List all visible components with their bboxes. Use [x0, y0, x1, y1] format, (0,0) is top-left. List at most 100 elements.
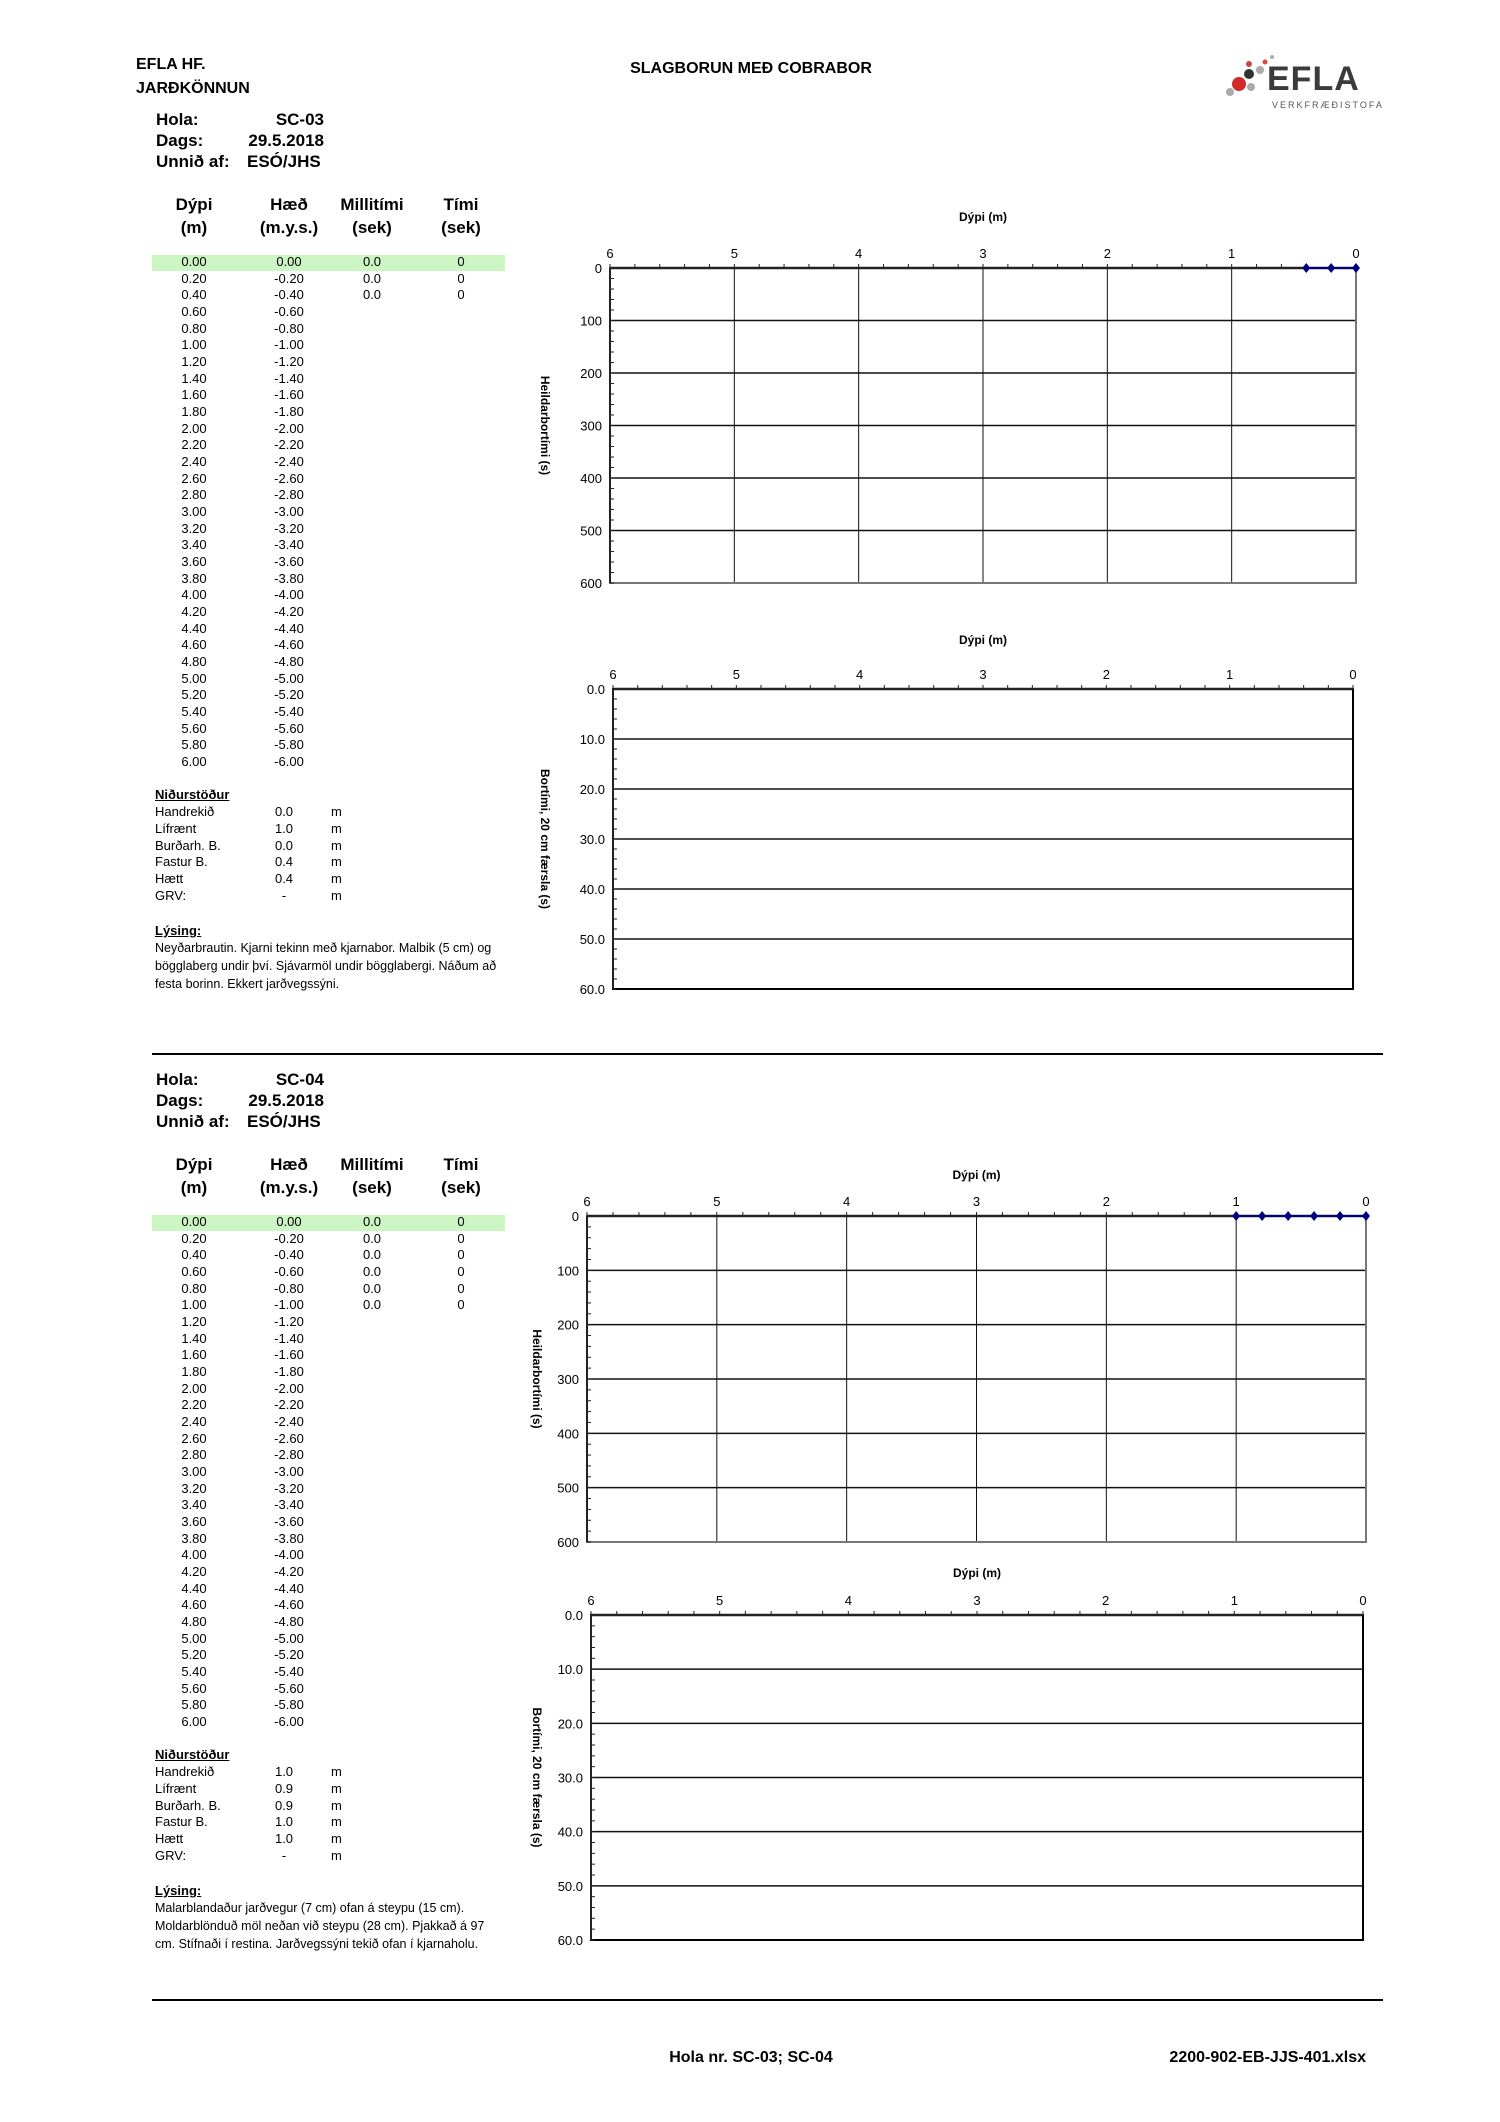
- table-header-1: Hæð: [270, 195, 308, 214]
- table-cell: 4.00: [181, 587, 207, 603]
- worked-by-label: Unnið af:: [156, 152, 230, 171]
- x-axis-title: Dýpi (m): [953, 1566, 1001, 1580]
- table-header-3: Tími: [443, 195, 479, 214]
- table-cell: -2.00: [274, 420, 304, 436]
- result-value: 1.0: [274, 1814, 294, 1830]
- table-cell: 2.00: [181, 1380, 207, 1396]
- table-cell: -2.80: [274, 487, 304, 503]
- table-header-unit-1: (m.y.s.): [259, 218, 319, 237]
- table-cell: 2.80: [181, 1447, 207, 1463]
- table-cell: -3.20: [274, 1480, 304, 1496]
- table-cell: -5.20: [274, 687, 304, 703]
- table-header-unit-0: (m): [180, 218, 208, 237]
- result-value: 1.0: [274, 1831, 294, 1847]
- footer-divider: [152, 1999, 1383, 2001]
- result-unit: m: [331, 1764, 342, 1779]
- table-cell: 2.00: [181, 420, 207, 436]
- table-header-unit-2: (sek): [352, 218, 392, 237]
- result-label: Lífrænt: [155, 1780, 197, 1796]
- table-header-1: Hæð: [270, 1155, 308, 1174]
- x-tick-label: 1: [1233, 1194, 1240, 1209]
- logo-dots-icon: [1226, 55, 1274, 96]
- description-text: Malarblandaður jarðvegur (7 cm) ofan á s…: [155, 1901, 485, 1951]
- data-point-diamond: [1362, 1211, 1370, 1221]
- table-cell: -4.60: [274, 637, 304, 653]
- x-tick-label: 5: [733, 667, 740, 682]
- table-cell: 5.60: [181, 720, 207, 736]
- table-cell: -5.40: [274, 704, 304, 720]
- table-cell: 0.0: [362, 254, 382, 269]
- x-tick-label: 1: [1231, 1593, 1238, 1608]
- x-tick-label: 5: [716, 1593, 723, 1608]
- table-cell: -0.40: [274, 287, 304, 303]
- x-tick-label: 3: [973, 1194, 980, 1209]
- table-cell: -2.60: [274, 470, 304, 486]
- table-cell: -3.60: [274, 1514, 304, 1530]
- x-tick-label: 5: [731, 246, 738, 261]
- table-cell: 4.20: [181, 1564, 207, 1580]
- table-cell: 3.40: [181, 1497, 207, 1513]
- table-cell: 1.60: [181, 1347, 207, 1363]
- result-value: 1.0: [274, 1764, 294, 1779]
- table-cell: -1.80: [274, 1364, 304, 1380]
- table-header-3: Tími: [443, 1155, 479, 1174]
- table-cell: 1.20: [181, 354, 207, 370]
- table-cell: 4.80: [181, 1614, 207, 1630]
- table-cell: 0.00: [276, 1214, 302, 1229]
- chart-4: 6 5 4 3 2 1 0 0.0 10.0 20.0 30.0 40.0 50.0 60.0 Dýpi (…: [530, 1566, 1367, 1948]
- result-unit: m: [331, 1848, 342, 1863]
- table-cell: 2.40: [181, 454, 207, 470]
- table-cell: -1.00: [274, 1297, 304, 1313]
- table-cell: -3.40: [274, 1497, 304, 1513]
- table-cell: -1.80: [274, 404, 304, 420]
- x-tick-label: 6: [583, 1194, 590, 1209]
- table-cell: 3.60: [181, 1514, 207, 1530]
- table-cell: 0.0: [362, 1297, 382, 1313]
- x-tick-label: 3: [979, 246, 986, 261]
- data-point-diamond: [1302, 263, 1311, 273]
- table-cell: -4.20: [274, 1564, 304, 1580]
- y-tick-label: 400: [580, 471, 602, 486]
- table-cell: 0: [457, 270, 465, 286]
- y-tick-label: 100: [557, 1263, 579, 1278]
- result-value: 0.0: [274, 837, 294, 853]
- table-cell: 6.00: [181, 754, 207, 770]
- table-cell: 1.20: [181, 1314, 207, 1330]
- table-cell: -4.80: [274, 654, 304, 670]
- footer-hole-numbers: Hola nr. SC-03; SC-04: [669, 2049, 833, 2066]
- table-cell: 0: [457, 1297, 465, 1313]
- results-title: Niðurstöður: [155, 787, 230, 802]
- table-cell: -3.00: [274, 504, 304, 520]
- table-header-unit-0: (m): [180, 1178, 208, 1197]
- table-cell: 0.0: [362, 287, 382, 303]
- x-tick-label: 2: [1103, 1194, 1110, 1209]
- y-tick-label: 50.0: [558, 1879, 583, 1894]
- logo-text: EFLA: [1267, 60, 1360, 98]
- table-cell: -0.40: [274, 1247, 304, 1263]
- hole-id: SC-03: [275, 110, 324, 129]
- table-cell: 4.40: [181, 620, 207, 636]
- table-cell: -2.40: [274, 454, 304, 470]
- result-unit: m: [331, 888, 342, 903]
- table-cell: 2.40: [181, 1414, 207, 1430]
- table-cell: 0: [457, 287, 465, 303]
- y-tick-label: 0.0: [565, 1608, 583, 1623]
- table-cell: -1.60: [274, 387, 304, 403]
- result-label: Hætt: [155, 871, 184, 887]
- result-label: Fastur B.: [155, 1814, 208, 1830]
- table-cell: -3.20: [274, 520, 304, 536]
- table-cell: 0.0: [362, 1280, 382, 1296]
- table-cell: 5.80: [181, 737, 207, 753]
- result-value: -: [281, 1848, 287, 1863]
- table-cell: 1.00: [181, 337, 207, 353]
- table-cell: 0.60: [181, 304, 207, 319]
- y-tick-label: 30.0: [580, 832, 605, 847]
- y-tick-label: 300: [580, 419, 602, 434]
- hola-label: Hola:: [156, 110, 199, 129]
- company-name: EFLA HF.: [136, 56, 206, 73]
- y-tick-label: 600: [557, 1535, 579, 1550]
- result-unit: m: [331, 837, 342, 853]
- y-tick-label: 40.0: [558, 1825, 583, 1840]
- table-cell: -5.60: [274, 1680, 304, 1696]
